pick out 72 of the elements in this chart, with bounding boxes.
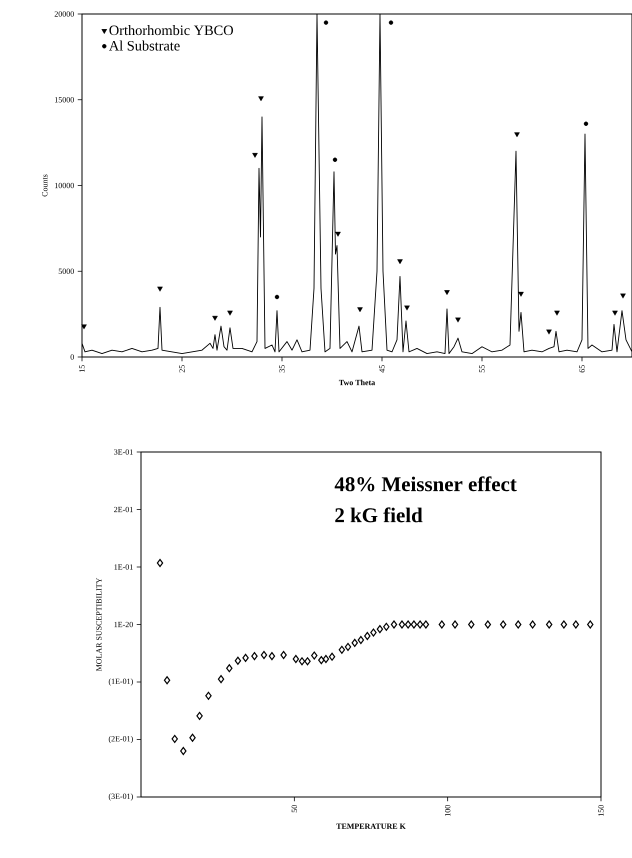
point (304, 657, 310, 666)
point (205, 692, 212, 700)
point (196, 712, 203, 720)
point (322, 654, 329, 664)
point (258, 96, 264, 102)
point (234, 656, 241, 665)
point (226, 310, 233, 316)
point (164, 676, 170, 684)
point (370, 628, 376, 637)
point (357, 636, 364, 644)
legend-label: Al Substrate (108, 40, 180, 51)
point (332, 158, 337, 162)
point (404, 306, 410, 310)
point (156, 286, 163, 292)
point (546, 330, 552, 334)
point (438, 620, 445, 629)
point (546, 620, 552, 629)
point (189, 734, 196, 742)
point (252, 152, 258, 158)
point (410, 620, 417, 629)
point (422, 620, 429, 629)
point (218, 675, 224, 684)
legend-label: Orthorhombic YBCO (109, 25, 233, 36)
point (452, 620, 458, 629)
point (444, 290, 450, 296)
point (500, 620, 506, 629)
point (388, 20, 393, 25)
point (274, 294, 279, 300)
annotation: 48% Meissner effect (334, 476, 516, 492)
point (586, 620, 594, 629)
point (612, 310, 618, 316)
point (620, 294, 626, 298)
point (328, 652, 336, 661)
point (416, 620, 424, 629)
point (156, 558, 163, 568)
point (292, 654, 299, 664)
point (454, 318, 461, 322)
point (226, 664, 232, 672)
point (484, 620, 491, 629)
point (376, 625, 383, 634)
point (364, 632, 370, 640)
point (324, 20, 328, 25)
point (554, 310, 560, 316)
point (356, 307, 363, 312)
point (390, 620, 397, 629)
point (338, 646, 345, 654)
point (514, 620, 522, 629)
point (468, 620, 474, 629)
point (318, 656, 324, 664)
point (529, 620, 536, 629)
point (180, 746, 186, 756)
point (80, 324, 87, 330)
point (560, 620, 567, 629)
point (404, 620, 412, 629)
point (268, 652, 275, 660)
point (572, 620, 579, 629)
point (171, 734, 178, 744)
point (280, 650, 287, 660)
point (514, 132, 520, 138)
point (398, 620, 405, 629)
point (251, 652, 258, 660)
point (242, 654, 249, 662)
point (382, 622, 390, 631)
point (298, 657, 305, 666)
point (260, 650, 267, 660)
point (344, 642, 351, 652)
point (584, 122, 588, 126)
point (396, 259, 403, 264)
point (351, 638, 358, 647)
point (212, 316, 218, 321)
annotation: 2 kG field (335, 507, 422, 522)
point (310, 651, 318, 660)
